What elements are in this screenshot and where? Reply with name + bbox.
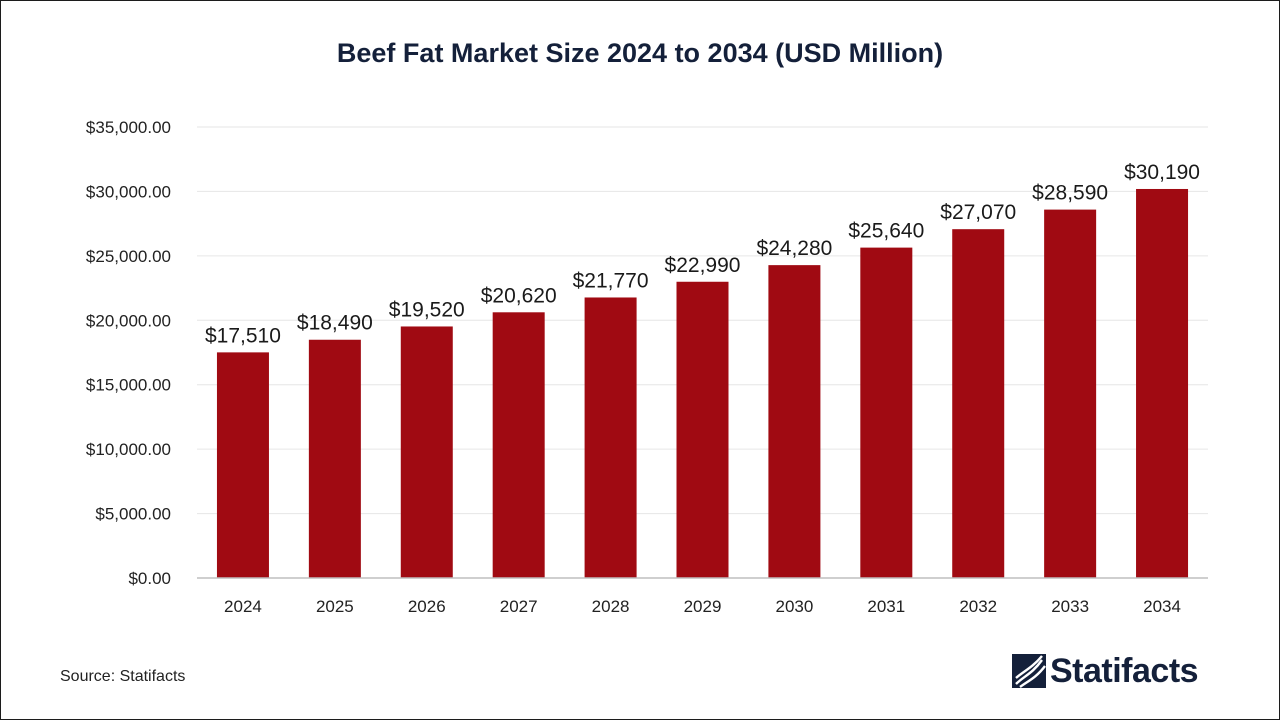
data-label-2030: $24,280 [756,237,832,260]
data-label-2026: $19,520 [389,298,465,321]
bar-2030 [768,265,821,578]
data-label-2027: $20,620 [481,284,557,307]
bars [216,188,1189,579]
x-tick-label: 2030 [775,597,813,616]
y-tick-label: $15,000.00 [86,376,171,395]
y-tick-label: $25,000.00 [86,247,171,266]
x-tick-label: 2031 [867,597,905,616]
y-tick-label: $35,000.00 [86,118,171,137]
bar-2025 [308,339,361,578]
bar-2031 [860,247,913,578]
bar-2026 [400,326,453,578]
x-tick-label: 2032 [959,597,997,616]
bar-2029 [676,281,729,578]
data-label-2031: $25,640 [848,220,924,243]
chart-title: Beef Fat Market Size 2024 to 2034 (USD M… [336,38,944,68]
bar-2028 [584,297,637,578]
bar-2027 [492,312,545,578]
x-tick-label: 2027 [500,597,538,616]
bar-2032 [952,229,1005,578]
x-axis-ticks: 2024 2025 2026 2027 2028 2029 2030 2031 2032 2033… [224,597,1181,616]
bar-2033 [1044,209,1097,579]
brand-name: Statifacts [1050,651,1199,690]
y-tick-label: $0.00 [128,569,171,588]
x-tick-label: 2028 [592,597,630,616]
y-axis-ticks: $0.00 $5,000.00 $10,000.00 $15,000.00 $20,00… [86,118,171,588]
bar-2034 [1136,188,1189,578]
data-label-2029: $22,990 [665,254,741,277]
y-tick-label: $20,000.00 [86,311,171,330]
y-tick-label: $10,000.00 [86,440,171,459]
data-labels: $17,510 $18,490 $19,520 $20,620 $21,770 $22,9… [205,161,1200,347]
x-tick-label: 2024 [224,597,262,616]
data-label-2025: $18,490 [297,312,373,335]
x-tick-label: 2029 [684,597,722,616]
y-tick-label: $5,000.00 [95,505,171,524]
x-tick-label: 2034 [1143,597,1181,616]
x-tick-label: 2025 [316,597,354,616]
statifacts-logo: Statifacts [1012,651,1199,691]
statifacts-logo-icon [1012,654,1046,688]
bar-2024 [216,352,269,578]
data-label-2032: $27,070 [940,201,1016,224]
data-label-2033: $28,590 [1032,182,1108,205]
data-label-2024: $17,510 [205,324,281,347]
source-note: Source: Statifacts [60,668,186,685]
y-tick-label: $30,000.00 [86,182,171,201]
data-label-2028: $21,770 [573,269,649,292]
x-tick-label: 2033 [1051,597,1089,616]
data-label-2034: $30,190 [1124,161,1200,184]
x-tick-label: 2026 [408,597,446,616]
